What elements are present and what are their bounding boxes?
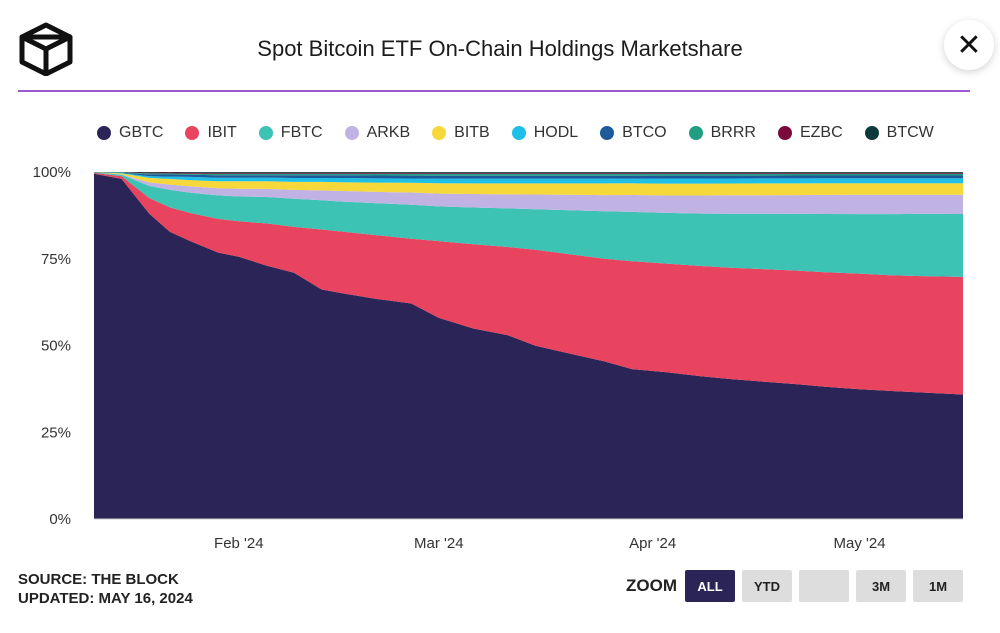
source-text: SOURCE: THE BLOCK bbox=[18, 571, 179, 588]
legend-label: GBTC bbox=[119, 124, 164, 141]
legend-swatch bbox=[344, 126, 359, 140]
legend-swatch bbox=[600, 126, 615, 140]
legend-swatch bbox=[185, 126, 200, 140]
area-series-ibit bbox=[94, 172, 963, 395]
legend-swatch bbox=[864, 126, 879, 140]
legend-swatch bbox=[97, 126, 111, 140]
chart-title: Spot Bitcoin ETF On-Chain Holdings Marke… bbox=[257, 36, 743, 61]
y-tick-label: 100% bbox=[33, 164, 71, 181]
legend-label: HODL bbox=[533, 124, 579, 141]
legend-swatch bbox=[258, 126, 273, 140]
zoom-ytd-button[interactable]: YTD bbox=[742, 570, 792, 602]
area-series-ezbc bbox=[94, 172, 963, 174]
legend-label: BRRR bbox=[710, 124, 756, 141]
legend-label: BTCW bbox=[886, 124, 934, 141]
close-button[interactable]: ✕ bbox=[944, 20, 994, 70]
legend-item-fbtc[interactable]: FBTC bbox=[258, 124, 323, 142]
zoom-blank-button[interactable] bbox=[799, 570, 849, 602]
y-tick-label: 50% bbox=[41, 338, 71, 355]
x-tick-label: Apr '24 bbox=[629, 535, 676, 552]
area-series-btco bbox=[94, 172, 963, 179]
zoom-label: ZOOM bbox=[626, 576, 677, 595]
legend-swatch bbox=[511, 126, 526, 140]
updated-text: UPDATED: MAY 16, 2024 bbox=[18, 590, 193, 607]
area-series-btcw bbox=[94, 172, 963, 173]
legend-label: BITB bbox=[454, 124, 490, 141]
x-tick-label: Feb '24 bbox=[214, 535, 264, 552]
x-tick-label: Mar '24 bbox=[414, 535, 464, 552]
y-tick-label: 75% bbox=[41, 251, 71, 268]
x-tick-label: May '24 bbox=[834, 535, 886, 552]
close-icon: ✕ bbox=[956, 28, 982, 62]
legend-label: BTCO bbox=[622, 124, 667, 141]
area-series-hodl bbox=[94, 172, 963, 184]
y-tick-label: 0% bbox=[49, 511, 71, 528]
legend-item-brrr[interactable]: BRRR bbox=[688, 124, 756, 142]
legend-swatch bbox=[688, 126, 703, 140]
legend-swatch bbox=[432, 126, 447, 140]
legend-label: ARKB bbox=[366, 124, 411, 141]
area-series-gbtc bbox=[94, 173, 963, 519]
zoom-3m-button[interactable]: 3M bbox=[856, 570, 906, 602]
legend-item-ezbc[interactable]: EZBC bbox=[777, 124, 843, 142]
legend-item-btcw[interactable]: BTCW bbox=[864, 124, 934, 142]
area-series-brrr bbox=[94, 172, 963, 176]
legend-item-ibit[interactable]: IBIT bbox=[185, 124, 237, 142]
y-tick-label: 25% bbox=[41, 424, 71, 441]
legend-item-hodl[interactable]: HODL bbox=[511, 124, 579, 142]
area-series-bitb bbox=[94, 172, 963, 196]
area-series-fbtc bbox=[94, 172, 963, 277]
legend-label: FBTC bbox=[280, 124, 323, 141]
area-series-arkb bbox=[94, 172, 963, 215]
source-info: SOURCE: THE BLOCK UPDATED: MAY 16, 2024 bbox=[18, 570, 193, 608]
legend-item-btco[interactable]: BTCO bbox=[600, 124, 667, 142]
legend-label: EZBC bbox=[799, 124, 843, 141]
zoom-controls: ZOOM ALL YTD 3M 1M bbox=[626, 570, 970, 602]
chart-legend: GBTC IBIT FBTC ARKB BITB HODL BTCO BRRR EZBC BTCW bbox=[97, 124, 956, 142]
legend-item-bitb[interactable]: BITB bbox=[432, 124, 490, 142]
legend-item-arkb[interactable]: ARKB bbox=[344, 124, 411, 142]
legend-item-gbtc[interactable]: GBTC bbox=[97, 124, 163, 142]
the-block-logo-icon bbox=[19, 22, 73, 76]
zoom-1m-button[interactable]: 1M bbox=[913, 570, 963, 602]
header-divider bbox=[18, 90, 970, 92]
legend-label: IBIT bbox=[207, 124, 237, 141]
zoom-all-button[interactable]: ALL bbox=[685, 570, 735, 602]
legend-swatch bbox=[777, 126, 792, 140]
